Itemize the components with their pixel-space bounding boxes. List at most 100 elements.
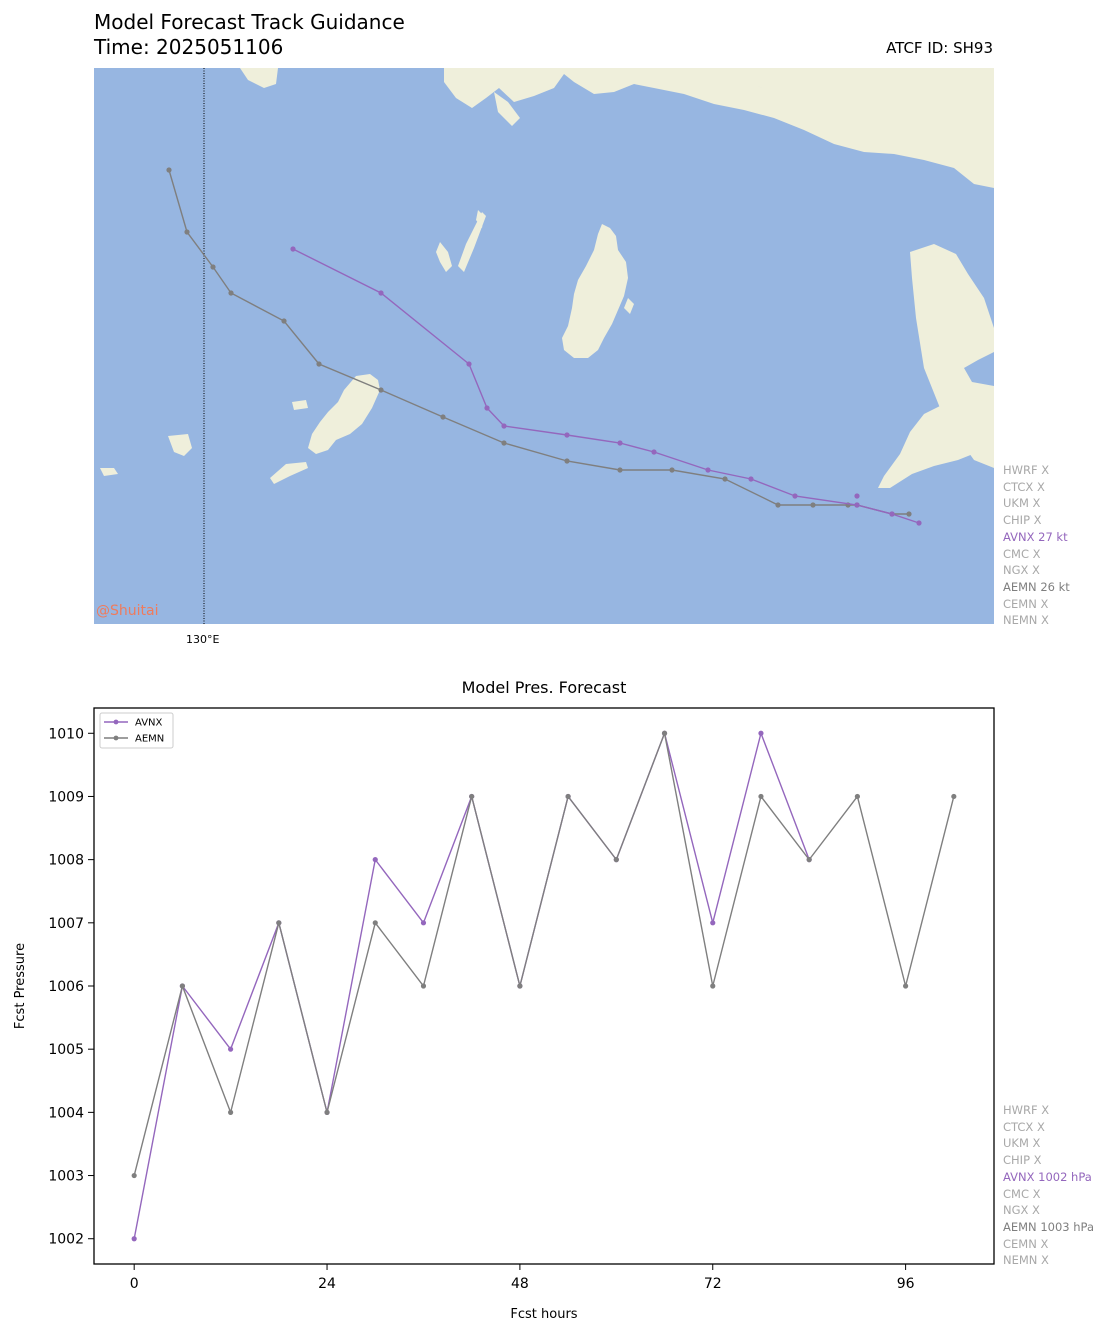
pressure-chart-title: Model Pres. Forecast bbox=[462, 678, 627, 697]
legend-entry: UKM X bbox=[1003, 496, 1041, 511]
legend-entry: CHIP X bbox=[1003, 513, 1042, 528]
legend-entry: NGX X bbox=[1003, 1203, 1040, 1218]
legend-entry: HWRF X bbox=[1003, 1103, 1050, 1117]
aemn-pressure-point bbox=[372, 920, 378, 926]
legend-entry: NGX X bbox=[1003, 563, 1040, 578]
avnx-track-point bbox=[854, 493, 860, 499]
avnx-track-point bbox=[290, 246, 296, 252]
avnx-pressure-point bbox=[758, 730, 764, 736]
avnx-pressure-point bbox=[228, 1046, 234, 1052]
y-axis-label: Fcst Pressure bbox=[13, 943, 28, 1029]
y-tick-label: 1002 bbox=[48, 1232, 84, 1248]
land-southeast-peninsula bbox=[878, 398, 994, 488]
track-map bbox=[94, 68, 994, 624]
land-center-island-a bbox=[436, 210, 486, 272]
avnx-track bbox=[290, 246, 922, 526]
y-axis-ticks: 1002 1003 1004 1005 1006 1007 1008 1009 1010 bbox=[48, 726, 94, 1248]
x-tick-label: 72 bbox=[704, 1276, 722, 1292]
legend-entry: CEMN X bbox=[1003, 596, 1049, 611]
series-legend: AVNX AEMN bbox=[99, 712, 174, 749]
aemn-pressure-point bbox=[469, 793, 475, 800]
y-tick-label: 1009 bbox=[48, 789, 84, 805]
legend-entry: CTCX X bbox=[1003, 1119, 1045, 1134]
land-east-coast bbox=[910, 244, 994, 624]
legend-entry: AEMN 1003 hPa bbox=[1003, 1219, 1094, 1234]
aemn-track-point bbox=[564, 458, 570, 464]
land-far-west-islet bbox=[100, 468, 118, 476]
aemn-track-point bbox=[184, 229, 190, 235]
legend-entry: NEMN X bbox=[1003, 613, 1049, 628]
aemn-pressure-point bbox=[517, 983, 523, 989]
land-east-island bbox=[562, 224, 628, 358]
legend-entry: CEMN X bbox=[1003, 1236, 1049, 1251]
y-tick-label: 1005 bbox=[48, 1042, 84, 1058]
aemn-pressure-point bbox=[806, 857, 812, 863]
legend-entry: CHIP X bbox=[1003, 1153, 1042, 1168]
aemn-pressure-point bbox=[324, 1109, 330, 1115]
avnx-track-point bbox=[651, 449, 657, 455]
aemn-pressure-point bbox=[661, 730, 668, 736]
avnx-pressure-line bbox=[133, 730, 810, 1239]
land-small-north-island bbox=[240, 68, 278, 88]
pressure-legend: HWRF X CTCX X UKM X CHIP X AVNX 1002 hPa CMC … bbox=[1003, 1102, 1094, 1269]
x-axis-label: Fcst hours bbox=[510, 1307, 577, 1322]
aemn-pressure-point bbox=[758, 793, 764, 800]
avnx-track-point bbox=[705, 467, 711, 473]
land-south-island bbox=[308, 374, 380, 454]
aemn-pressure-point bbox=[276, 920, 282, 926]
avnx-track-point bbox=[916, 520, 922, 526]
avnx-legend-marker bbox=[113, 719, 119, 725]
land-north-islet bbox=[756, 86, 766, 98]
aemn-track-point bbox=[281, 318, 287, 324]
track-legend: HWRF X CTCX X UKM X CHIP X AVNX 27 kt CMC X NG… bbox=[1003, 462, 1070, 629]
watermark: @Shuitai bbox=[96, 603, 159, 619]
aemn-pressure-point bbox=[228, 1109, 234, 1115]
pressure-chart: Model Pres. Forecast 0 24 48 72 96 100210031… bbox=[13, 678, 995, 1322]
land-west-islet bbox=[168, 434, 192, 456]
aemn-track-point bbox=[316, 361, 322, 367]
y-tick-label: 1007 bbox=[48, 916, 84, 932]
land-north-coast bbox=[444, 68, 994, 188]
land-north-cape bbox=[494, 92, 520, 126]
aemn-track-point bbox=[228, 290, 234, 296]
x-tick-label: 24 bbox=[318, 1276, 336, 1292]
aemn-track-point bbox=[722, 476, 728, 482]
avnx-legend-label: AVNX bbox=[135, 718, 163, 729]
y-tick-label: 1004 bbox=[48, 1105, 84, 1121]
aemn-track-point bbox=[669, 467, 675, 473]
y-tick-label: 1008 bbox=[48, 853, 84, 869]
chart-title: Model Forecast Track Guidance Time: 2025… bbox=[94, 10, 405, 60]
aemn-pressure-point bbox=[951, 793, 957, 800]
avnx-pressure-point bbox=[710, 920, 716, 926]
avnx-track-point bbox=[484, 405, 490, 411]
x-tick-label: 48 bbox=[511, 1276, 529, 1292]
pressure-series bbox=[131, 730, 957, 1242]
title-text: Model Forecast Track Guidance bbox=[94, 10, 405, 34]
avnx-track-point bbox=[564, 432, 570, 438]
lon-label: 130°E bbox=[186, 633, 220, 646]
aemn-track-point bbox=[906, 511, 912, 517]
aemn-track-point bbox=[501, 440, 507, 446]
aemn-pressure-point bbox=[179, 983, 185, 989]
x-tick-label: 96 bbox=[897, 1276, 915, 1292]
avnx-track-point bbox=[378, 290, 384, 296]
legend-entry: CTCX X bbox=[1003, 479, 1045, 494]
avnx-track-point bbox=[748, 476, 754, 482]
aemn-pressure-point bbox=[710, 983, 716, 989]
aemn-pressure-line bbox=[133, 730, 955, 1176]
aemn-track-point bbox=[810, 502, 816, 508]
avnx-track-point bbox=[889, 511, 895, 517]
aemn-track-point bbox=[378, 387, 384, 393]
time-label: Time: 2025051106 bbox=[94, 35, 284, 59]
legend-entry: NEMN X bbox=[1003, 1253, 1049, 1268]
aemn-track-point bbox=[775, 502, 781, 508]
avnx-track-point bbox=[466, 361, 472, 367]
legend-entry: CMC X bbox=[1003, 546, 1041, 561]
y-tick-label: 1003 bbox=[48, 1169, 84, 1185]
legend-entry: UKM X bbox=[1003, 1136, 1041, 1151]
aemn-pressure-point bbox=[854, 793, 860, 800]
aemn-track-point bbox=[210, 264, 216, 270]
aemn-track-point bbox=[440, 414, 446, 420]
aemn-pressure-point bbox=[903, 983, 909, 989]
avnx-track-point bbox=[792, 493, 798, 499]
